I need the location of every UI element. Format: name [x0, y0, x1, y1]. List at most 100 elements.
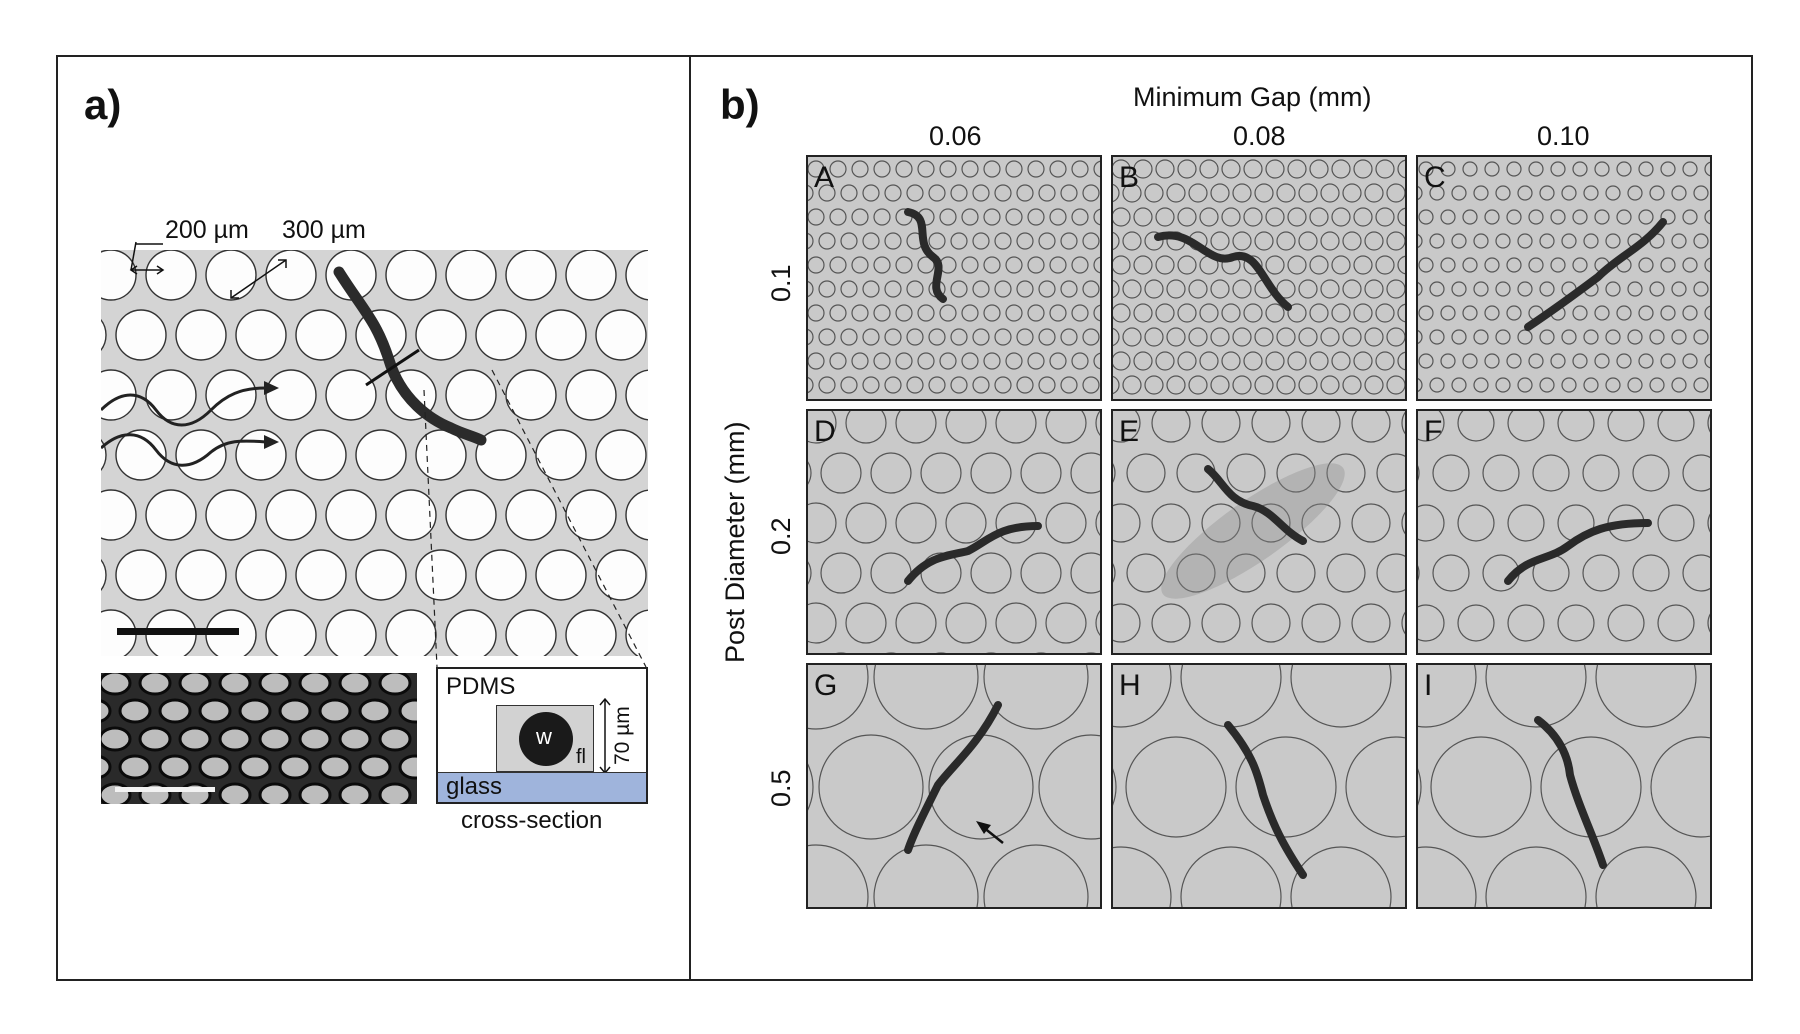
post	[1682, 161, 1698, 177]
post	[1082, 376, 1100, 394]
sem-post	[338, 782, 372, 804]
post	[1638, 161, 1654, 177]
post	[1221, 159, 1241, 179]
post	[1397, 207, 1405, 227]
post	[1572, 161, 1588, 177]
post	[505, 369, 557, 421]
worm	[904, 208, 947, 303]
post	[1113, 327, 1120, 347]
post	[972, 376, 990, 394]
post	[1071, 160, 1089, 178]
post	[1210, 279, 1230, 299]
post	[1320, 327, 1340, 347]
post	[1401, 611, 1405, 635]
post	[939, 352, 957, 370]
post	[1176, 553, 1216, 593]
post	[1671, 233, 1687, 249]
post	[994, 280, 1012, 298]
post	[1506, 305, 1522, 321]
post	[1440, 257, 1456, 273]
post	[1386, 375, 1405, 395]
post	[1638, 305, 1654, 321]
post	[1364, 279, 1384, 299]
post	[1693, 185, 1709, 201]
post	[818, 328, 836, 346]
post	[1375, 159, 1395, 179]
post	[1027, 256, 1045, 274]
post	[1288, 400, 1306, 401]
post	[1418, 846, 1477, 907]
post	[205, 489, 257, 541]
sem-post	[238, 698, 272, 724]
post	[1582, 454, 1620, 492]
sem-post	[338, 726, 372, 752]
post	[808, 376, 814, 394]
post	[1342, 279, 1362, 299]
sem-post	[278, 698, 312, 724]
post	[1351, 603, 1391, 643]
post	[1251, 603, 1291, 643]
post	[1539, 377, 1555, 393]
post	[1049, 256, 1067, 274]
post	[1376, 553, 1405, 593]
post	[1607, 411, 1645, 442]
post	[1188, 327, 1208, 347]
post	[1113, 375, 1120, 395]
post	[851, 304, 869, 322]
post	[1133, 255, 1153, 275]
post	[235, 549, 287, 601]
post	[983, 665, 1089, 730]
post	[265, 609, 317, 656]
post	[945, 602, 987, 644]
post	[1485, 665, 1587, 728]
post	[950, 280, 968, 298]
post	[1020, 552, 1062, 594]
post	[873, 208, 891, 226]
post	[836, 652, 846, 653]
post	[1557, 604, 1595, 642]
post	[1144, 375, 1164, 395]
post-array-image	[101, 250, 648, 656]
post	[1539, 281, 1555, 297]
post	[1180, 846, 1282, 907]
post	[1049, 208, 1067, 226]
tile-letter: D	[814, 415, 836, 448]
post	[325, 250, 377, 301]
post	[950, 232, 968, 250]
glass-layer	[438, 772, 646, 802]
post	[862, 328, 880, 346]
post	[1550, 161, 1566, 177]
post	[808, 256, 825, 274]
post	[961, 160, 979, 178]
sem-image	[101, 673, 417, 804]
post	[101, 438, 107, 472]
sem-post	[378, 782, 412, 804]
post	[972, 232, 990, 250]
post	[1583, 377, 1599, 393]
post	[808, 602, 837, 644]
post	[1451, 329, 1467, 345]
post	[1298, 231, 1318, 251]
post	[1320, 231, 1340, 251]
post	[265, 369, 317, 421]
post	[1401, 511, 1405, 535]
post	[845, 602, 887, 644]
post	[1277, 654, 1315, 655]
post	[1375, 207, 1395, 227]
post	[972, 280, 990, 298]
panel-b-label: b)	[720, 81, 760, 128]
post	[1572, 305, 1588, 321]
post	[1232, 279, 1252, 299]
post	[945, 502, 987, 544]
post	[1671, 281, 1687, 297]
post	[1287, 351, 1307, 371]
post	[1122, 183, 1142, 203]
worm-label: w	[536, 724, 552, 749]
post	[415, 429, 467, 481]
post	[1550, 353, 1566, 369]
post	[983, 256, 1001, 274]
post	[1418, 378, 1423, 392]
post	[1144, 183, 1164, 203]
post	[1016, 232, 1034, 250]
post	[1243, 159, 1263, 179]
